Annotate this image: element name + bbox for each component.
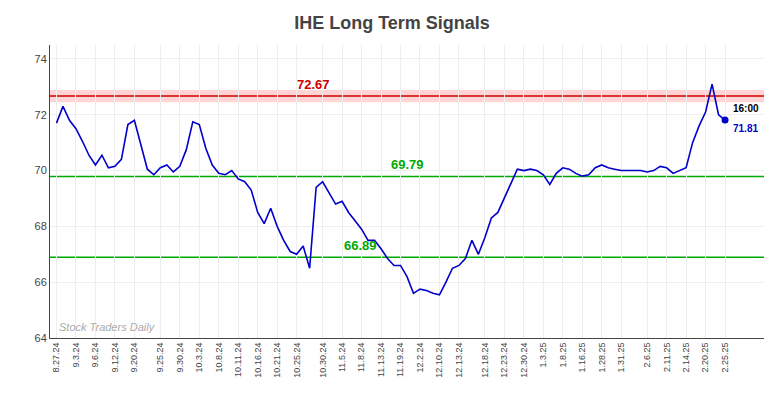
svg-text:9.20.24: 9.20.24: [129, 343, 139, 373]
svg-text:1.28.25: 1.28.25: [597, 343, 607, 373]
svg-text:66.89: 66.89: [344, 238, 377, 253]
svg-text:11.8.24: 11.8.24: [356, 343, 366, 372]
svg-text:8.27.24: 8.27.24: [51, 343, 61, 373]
svg-text:2.14.25: 2.14.25: [681, 343, 691, 373]
svg-text:1.8.25: 1.8.25: [558, 343, 568, 368]
svg-text:12.23.24: 12.23.24: [499, 343, 509, 378]
svg-text:10.11.24: 10.11.24: [233, 343, 243, 377]
svg-text:1.31.25: 1.31.25: [616, 343, 626, 373]
svg-text:10.8.24: 10.8.24: [214, 343, 224, 373]
svg-text:16:00: 16:00: [733, 103, 759, 114]
svg-text:2.11.25: 2.11.25: [662, 343, 672, 372]
svg-text:71.81: 71.81: [733, 123, 758, 134]
svg-text:72: 72: [35, 109, 47, 121]
svg-text:9.30.24: 9.30.24: [175, 343, 185, 373]
svg-text:70: 70: [35, 164, 47, 176]
svg-text:11.19.24: 11.19.24: [395, 343, 405, 377]
svg-text:9.3.24: 9.3.24: [71, 343, 81, 368]
svg-text:2.20.25: 2.20.25: [701, 343, 711, 373]
svg-text:11.13.24: 11.13.24: [376, 343, 386, 377]
svg-text:10.3.24: 10.3.24: [194, 343, 204, 373]
svg-text:74: 74: [35, 53, 47, 65]
svg-text:IHE Long Term Signals: IHE Long Term Signals: [294, 13, 490, 33]
svg-text:9.12.24: 9.12.24: [110, 343, 120, 373]
svg-text:66: 66: [35, 276, 47, 288]
svg-text:10.16.24: 10.16.24: [253, 343, 263, 378]
svg-text:69.79: 69.79: [391, 157, 424, 172]
svg-text:2.25.25: 2.25.25: [720, 343, 730, 373]
svg-text:12.30.24: 12.30.24: [519, 343, 529, 378]
svg-text:10.21.24: 10.21.24: [272, 343, 282, 378]
svg-text:12.10.24: 12.10.24: [434, 343, 444, 378]
svg-text:1.3.25: 1.3.25: [538, 343, 548, 368]
svg-text:10.30.24: 10.30.24: [318, 343, 328, 378]
svg-text:11.5.24: 11.5.24: [337, 343, 347, 372]
svg-text:9.25.24: 9.25.24: [155, 343, 165, 373]
svg-text:Stock Traders Daily: Stock Traders Daily: [59, 321, 156, 333]
svg-text:68: 68: [35, 220, 47, 232]
svg-text:10.25.24: 10.25.24: [292, 343, 302, 378]
svg-text:64: 64: [35, 332, 47, 344]
svg-text:72.67: 72.67: [297, 77, 330, 92]
svg-text:1.16.25: 1.16.25: [577, 343, 587, 373]
svg-text:9.6.24: 9.6.24: [90, 343, 100, 368]
svg-text:12.13.24: 12.13.24: [454, 343, 464, 378]
svg-text:12.2.24: 12.2.24: [415, 343, 425, 373]
svg-text:2.6.25: 2.6.25: [642, 343, 652, 368]
svg-text:12.18.24: 12.18.24: [480, 343, 490, 378]
